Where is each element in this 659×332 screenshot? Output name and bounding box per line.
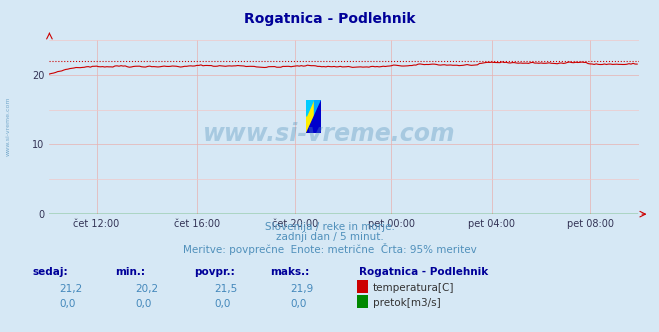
Text: pretok[m3/s]: pretok[m3/s] (373, 298, 441, 308)
Text: povpr.:: povpr.: (194, 267, 235, 277)
Text: 21,9: 21,9 (290, 284, 313, 294)
Text: 20,2: 20,2 (135, 284, 158, 294)
Text: min.:: min.: (115, 267, 146, 277)
Polygon shape (306, 100, 314, 116)
Bar (314, 100, 321, 133)
Text: zadnji dan / 5 minut.: zadnji dan / 5 minut. (275, 232, 384, 242)
Text: sedaj:: sedaj: (33, 267, 69, 277)
Bar (306, 100, 314, 133)
Text: Rogatnica - Podlehnik: Rogatnica - Podlehnik (244, 12, 415, 26)
Text: Meritve: povprečne  Enote: metrične  Črta: 95% meritev: Meritve: povprečne Enote: metrične Črta:… (183, 243, 476, 255)
Text: maks.:: maks.: (270, 267, 310, 277)
Text: www.si-vreme.com: www.si-vreme.com (203, 123, 456, 146)
Text: temperatura[C]: temperatura[C] (373, 283, 455, 293)
Text: 0,0: 0,0 (59, 299, 76, 309)
Text: 0,0: 0,0 (290, 299, 306, 309)
Polygon shape (306, 100, 321, 133)
Text: www.si-vreme.com: www.si-vreme.com (5, 96, 11, 156)
Text: Slovenija / reke in morje.: Slovenija / reke in morje. (264, 222, 395, 232)
Text: 21,2: 21,2 (59, 284, 82, 294)
Text: Rogatnica - Podlehnik: Rogatnica - Podlehnik (359, 267, 488, 277)
Text: 0,0: 0,0 (214, 299, 231, 309)
Text: 0,0: 0,0 (135, 299, 152, 309)
Text: 21,5: 21,5 (214, 284, 237, 294)
